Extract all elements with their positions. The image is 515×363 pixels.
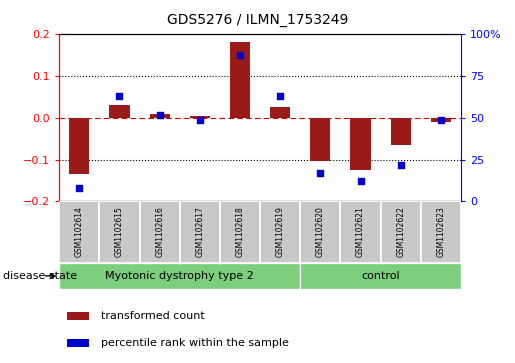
Bar (260, 201, 300, 263)
Point (156, 112, 164, 118)
Bar (190, 116, 210, 118)
Text: transformed count: transformed count (101, 311, 205, 321)
Bar (67, 339, 89, 347)
Text: GSM1102621: GSM1102621 (356, 207, 365, 257)
Text: percentile rank within the sample: percentile rank within the sample (101, 338, 289, 348)
Point (397, 162, 405, 168)
Point (356, 179, 365, 184)
Text: GSM1102617: GSM1102617 (195, 207, 204, 257)
Text: GSM1102619: GSM1102619 (276, 207, 285, 257)
Bar (180, 201, 220, 263)
Bar (350, 118, 370, 170)
Bar (431, 118, 451, 122)
Text: GSM1102623: GSM1102623 (436, 207, 445, 257)
Text: Myotonic dystrophy type 2: Myotonic dystrophy type 2 (106, 271, 254, 281)
Text: control: control (362, 271, 400, 281)
Bar (99, 201, 140, 263)
Bar (310, 118, 330, 161)
Bar (69, 118, 89, 174)
Bar (220, 201, 260, 263)
Text: GSM1102616: GSM1102616 (155, 207, 164, 257)
Bar (300, 201, 340, 263)
Bar (59, 263, 300, 289)
Point (437, 117, 445, 123)
Bar (340, 201, 381, 263)
Text: GSM1102620: GSM1102620 (316, 207, 325, 257)
Bar (300, 263, 461, 289)
Bar (381, 201, 421, 263)
Text: GSM1102615: GSM1102615 (115, 207, 124, 257)
Point (316, 170, 324, 176)
Bar (59, 201, 99, 263)
Bar (140, 201, 180, 263)
Text: disease state: disease state (3, 271, 77, 281)
Bar (390, 118, 410, 145)
Bar (421, 201, 461, 263)
Text: GDS5276 / ILMN_1753249: GDS5276 / ILMN_1753249 (167, 13, 348, 27)
Bar (109, 105, 129, 118)
Point (196, 117, 204, 123)
Bar (67, 312, 89, 320)
Point (276, 93, 284, 99)
Point (236, 52, 244, 57)
Bar (230, 42, 250, 118)
Bar (270, 107, 290, 118)
Point (75, 185, 83, 191)
Bar (149, 114, 169, 118)
Point (115, 93, 124, 99)
Text: GSM1102618: GSM1102618 (235, 207, 245, 257)
Text: GSM1102614: GSM1102614 (75, 207, 84, 257)
Text: GSM1102622: GSM1102622 (396, 207, 405, 257)
